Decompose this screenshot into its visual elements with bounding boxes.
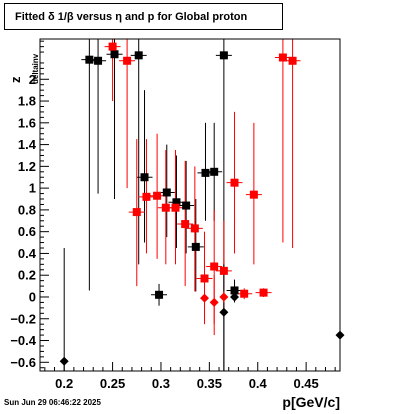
x-tick-label: 0.2 <box>55 376 73 391</box>
markers-layer <box>59 42 345 366</box>
data-point <box>219 307 229 317</box>
y-tick-label: −0.4 <box>10 333 36 348</box>
y-tick-label: 1.4 <box>18 137 37 152</box>
data-point <box>230 292 240 302</box>
data-point <box>153 191 162 200</box>
y-tick-label: 0 <box>29 289 36 304</box>
data-point <box>249 190 258 199</box>
data-point <box>132 208 141 217</box>
data-point <box>108 42 117 51</box>
y-tick-label: 0.6 <box>18 224 36 239</box>
data-point <box>134 51 143 60</box>
y-axis-label-subscript: deltainv <box>31 53 40 84</box>
x-tick-label: 0.35 <box>197 376 222 391</box>
x-tick-label: 0.45 <box>293 376 318 391</box>
y-tick-label: 1.6 <box>18 115 36 130</box>
x-tick-label: 0.3 <box>152 376 170 391</box>
data-point <box>201 168 210 177</box>
y-tick-label: 1 <box>29 181 36 196</box>
data-point <box>182 201 191 210</box>
chart-title: Fitted δ 1/β versus η and p for Global p… <box>15 10 248 23</box>
data-point <box>219 292 229 302</box>
data-point <box>240 289 249 298</box>
data-point <box>110 50 119 59</box>
x-axis-label: p[GeV/c] <box>282 394 340 410</box>
data-point <box>155 290 164 299</box>
y-tick-label: −0.6 <box>10 355 36 370</box>
y-tick-label: 0.4 <box>18 246 37 261</box>
y-axis: −0.6 −0.4 −0.2 0 0.2 0.4 0.6 0.8 1 1.2 1.4 1.6 1.8 2 <box>10 40 49 370</box>
data-point <box>140 173 149 182</box>
data-point <box>142 192 151 201</box>
y-axis-label: z <box>8 76 23 83</box>
data-point <box>219 51 228 60</box>
data-point <box>59 356 69 366</box>
data-point <box>191 242 200 251</box>
data-point <box>161 203 170 212</box>
x-tick-label: 0.25 <box>100 376 125 391</box>
x-axis: 0.2 0.25 0.3 0.35 0.4 0.45 <box>44 362 336 391</box>
data-point <box>230 178 239 187</box>
y-tick-label: 1.8 <box>18 94 36 109</box>
data-point <box>85 55 94 64</box>
data-point <box>259 288 268 297</box>
data-point <box>172 198 181 207</box>
error-bars-layer <box>63 39 341 371</box>
data-point <box>162 188 171 197</box>
data-point <box>209 297 219 307</box>
x-tick-label: 0.4 <box>249 376 268 391</box>
data-point <box>171 203 180 212</box>
data-point <box>181 220 190 229</box>
y-tick-label: 0.8 <box>18 202 36 217</box>
timestamp: Sun Jun 29 06:46:22 2025 <box>4 398 101 407</box>
data-point <box>200 274 209 283</box>
data-point <box>219 266 228 275</box>
y-tick-label: 2 <box>29 72 36 87</box>
y-tick-label: 0.2 <box>18 268 36 283</box>
data-point <box>288 56 297 65</box>
data-point <box>210 262 219 271</box>
chart-title-box: Fitted δ 1/β versus η and p for Global p… <box>4 3 283 30</box>
data-point <box>123 56 132 65</box>
data-point <box>210 167 219 176</box>
data-point <box>200 293 210 303</box>
data-point <box>230 286 239 295</box>
y-tick-label: −0.2 <box>10 311 36 326</box>
data-point <box>190 224 199 233</box>
data-point <box>94 56 103 65</box>
y-tick-label: 1.2 <box>18 159 36 174</box>
data-point <box>278 53 287 62</box>
